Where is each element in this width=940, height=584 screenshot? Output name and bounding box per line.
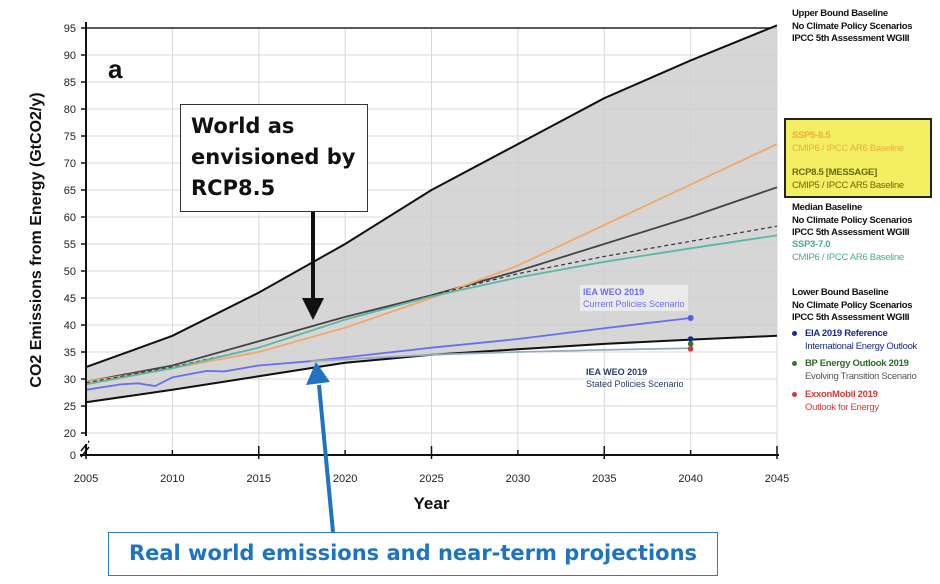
highlight-box (784, 118, 932, 198)
legend-title: SSP3-7.0 (792, 239, 831, 250)
data-point (687, 336, 694, 342)
legend-title: SSP5-8.5 (792, 130, 831, 141)
y-tick-label: 60 (64, 212, 76, 224)
real-world-arrow-shaft (317, 384, 335, 533)
x-tick-label: 2040 (678, 473, 702, 485)
series-line (85, 317, 691, 391)
iea-current-label: IEA WEO 2019 Current Policies Scenario (580, 285, 688, 311)
x-tick-label: 2010 (160, 473, 184, 485)
iea-current-sub: Current Policies Scenario (583, 299, 685, 309)
data-point (687, 345, 694, 352)
y-tick-label: 65 (64, 185, 76, 197)
series-line (85, 186, 778, 383)
iea-stated-label: IEA WEO 2019 Stated Policies Scenario (586, 366, 684, 390)
y-tick-label: 20 (64, 428, 76, 440)
legend-sub: International Energy Outlook (805, 340, 918, 352)
legend-sub: CMIP6 / IPCC AR6 Baseline (792, 142, 904, 154)
axis-break-gap (84, 436, 88, 444)
y-tick-label: 0 (70, 450, 76, 462)
legend-text: Upper Bound Baseline (792, 8, 888, 19)
legend-eia: EIA 2019 Reference International Energy … (792, 328, 917, 353)
iea-current-title: IEA WEO 2019 (583, 287, 645, 297)
legend-rcp85: RCP8.5 [MESSAGE] CMIP5 / IPCC AR5 Baseli… (792, 167, 904, 192)
y-tick-label: 95 (64, 23, 76, 35)
legend-bp: BP Energy Outlook 2019 Evolving Transiti… (792, 358, 917, 383)
y-tick-label: 25 (64, 401, 76, 413)
series-line (85, 234, 778, 386)
upper-bound-line (85, 24, 778, 369)
iea-current-endpoint (687, 314, 694, 321)
exxon-dot-icon (792, 391, 797, 397)
x-tick-label: 2035 (592, 473, 616, 485)
legend-sub: CMIP5 / IPCC AR5 Baseline (792, 179, 904, 191)
iea-stated-title: IEA WEO 2019 (586, 367, 648, 377)
panel-label: a (108, 54, 123, 84)
y-tick-label: 45 (64, 293, 76, 305)
legend-title: EIA 2019 Reference (805, 328, 888, 339)
y-tick-label: 55 (64, 239, 76, 251)
legend-text: No Climate Policy Scenarios (792, 299, 913, 311)
data-point (687, 341, 694, 347)
legend-sub: Evolving Transition Scenario (805, 370, 917, 382)
legend-text: Median Baseline (792, 202, 862, 213)
legend-text: IPCC 5th Assessment WGIII (792, 227, 910, 238)
legend-ssp585: SSP5-8.5 CMIP6 / IPCC AR6 Baseline (792, 130, 904, 155)
y-tick-label: 40 (64, 320, 76, 332)
x-tick-label: 2025 (419, 473, 443, 485)
legend-upper-bound: Upper Bound Baseline No Climate Policy S… (792, 8, 913, 46)
legend-text: No Climate Policy Scenarios (792, 214, 913, 226)
x-tick-label: 2045 (765, 473, 789, 485)
y-axis-title: CO2 Emissions from Energy (GtCO2/y) (28, 92, 45, 387)
y-tick-label: 50 (64, 266, 76, 278)
rcp-arrow-head-icon (302, 298, 324, 320)
legend-exxon: ExxonMobil 2019 Outlook for Energy (792, 389, 879, 414)
bp-dot-icon (792, 360, 797, 366)
legend-title: ExxonMobil 2019 (805, 389, 878, 400)
x-tick-label: 2005 (74, 473, 98, 485)
legend-median: Median Baseline No Climate Policy Scenar… (792, 202, 913, 240)
y-tick-label: 85 (64, 77, 76, 89)
legend-text: Lower Bound Baseline (792, 287, 889, 298)
x-tick-label: 2015 (247, 473, 271, 485)
eia-dot-icon (792, 330, 797, 336)
x-tick-label: 2030 (506, 473, 530, 485)
legend-text: IPCC 5th Assessment WGIII (792, 312, 910, 323)
real-world-annotation-box: Real world emissions and near-term proje… (108, 532, 718, 576)
legend-text: No Climate Policy Scenarios (792, 20, 913, 32)
y-tick-label: 80 (64, 104, 76, 116)
legend-title: RCP8.5 [MESSAGE] (792, 167, 877, 178)
x-axis-title: Year (414, 494, 450, 513)
y-tick-label: 70 (64, 158, 76, 170)
iea-stated-sub: Stated Policies Scenario (586, 379, 684, 389)
rcp85-annotation-box: World as envisioned by RCP8.5 (180, 104, 368, 212)
legend-lower-bound: Lower Bound Baseline No Climate Policy S… (792, 287, 913, 325)
series-line (310, 347, 691, 363)
real-world-arrow-head-icon (306, 362, 330, 385)
y-tick-label: 75 (64, 131, 76, 143)
y-tick-label: 90 (64, 50, 76, 62)
legend-title: BP Energy Outlook 2019 (805, 358, 909, 369)
y-tick-label: 35 (64, 347, 76, 359)
y-tick-label: 30 (64, 374, 76, 386)
legend-text: IPCC 5th Assessment WGIII (792, 33, 910, 44)
legend-sub: CMIP6 / IPCC AR6 Baseline (792, 251, 904, 263)
legend-ssp370: SSP3-7.0 CMIP6 / IPCC AR6 Baseline (792, 239, 904, 264)
x-tick-label: 2020 (333, 473, 357, 485)
legend-sub: Outlook for Energy (805, 401, 879, 413)
series-line (85, 143, 778, 383)
